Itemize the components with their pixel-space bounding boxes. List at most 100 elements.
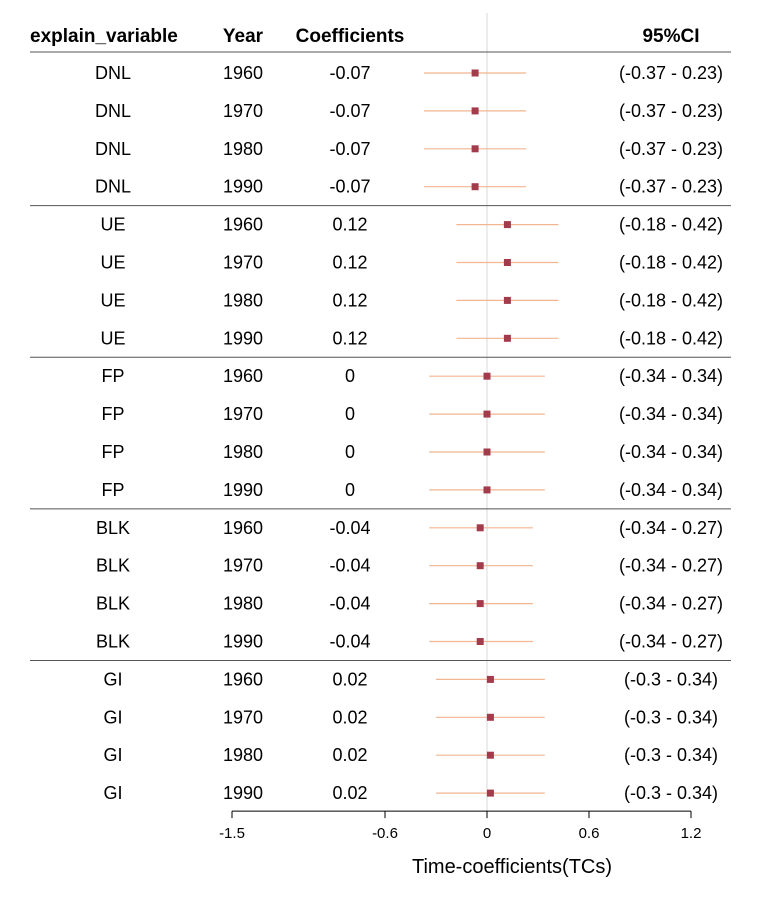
row-variable: DNL — [95, 101, 131, 121]
row-year: 1990 — [223, 177, 263, 197]
row-variable: UE — [100, 215, 125, 235]
table-row: DNL 1970 -0.07 (-0.37 - 0.23) — [95, 101, 723, 121]
x-axis-label: Time-coefficients(TCs) — [412, 856, 612, 878]
row-variable: FP — [101, 442, 124, 462]
row-variable: GI — [103, 745, 122, 765]
header-year: Year — [223, 26, 264, 47]
point-estimate — [486, 789, 494, 797]
point-estimate — [503, 334, 511, 342]
row-year: 1990 — [223, 783, 263, 803]
point-estimate — [503, 259, 511, 266]
row-ci-label: (-0.34 - 0.27) — [619, 556, 723, 576]
point-estimate — [476, 638, 484, 645]
row-year: 1980 — [223, 442, 263, 462]
row-year: 1980 — [223, 290, 263, 310]
x-axis: -1.5 -0.6 0 0.6 1.2 — [219, 810, 702, 842]
row-ci-label: (-0.37 - 0.23) — [619, 177, 723, 197]
point-estimate — [486, 675, 494, 683]
table-row: DNL 1960 -0.07 (-0.37 - 0.23) — [95, 63, 723, 83]
row-coefficient: -0.04 — [329, 594, 370, 614]
point-estimate — [503, 296, 511, 304]
row-year: 1960 — [223, 63, 263, 83]
point-estimate — [486, 713, 494, 721]
point-estimate — [483, 448, 491, 456]
row-ci-label: (-0.34 - 0.34) — [619, 480, 723, 500]
row-year: 1980 — [223, 594, 263, 614]
row-ci-label: (-0.18 - 0.42) — [619, 253, 723, 273]
x-tick-label: 0 — [483, 825, 491, 842]
point-estimate — [471, 107, 479, 115]
table-row: BLK 1970 -0.04 (-0.34 - 0.27) — [96, 556, 723, 576]
row-year: 1970 — [223, 101, 263, 121]
row-variable: BLK — [96, 632, 130, 652]
row-ci-label: (-0.37 - 0.23) — [619, 63, 723, 83]
row-ci-label: (-0.3 - 0.34) — [624, 783, 718, 803]
point-estimate — [471, 183, 479, 191]
point-estimate — [471, 69, 479, 77]
table-row: GI 1980 0.02 (-0.3 - 0.34) — [103, 745, 718, 765]
row-year: 1970 — [223, 253, 263, 273]
table-row: FP 1970 0 (-0.34 - 0.34) — [101, 404, 723, 424]
table-row: GI 1960 0.02 (-0.3 - 0.34) — [103, 669, 718, 689]
table-rows: DNL 1960 -0.07 (-0.37 - 0.23) DNL 1970 -0.07 (-… — [95, 63, 723, 803]
table-row: GI 1990 0.02 (-0.3 - 0.34) — [103, 783, 718, 803]
x-tick-label: 1.2 — [681, 825, 702, 842]
row-coefficient: 0 — [345, 480, 355, 500]
row-coefficient: 0.12 — [332, 253, 367, 273]
table-row: BLK 1960 -0.04 (-0.34 - 0.27) — [96, 518, 723, 538]
row-ci-label: (-0.3 - 0.34) — [624, 669, 718, 689]
row-variable: GI — [103, 669, 122, 689]
row-variable: UE — [100, 290, 125, 310]
row-year: 1990 — [223, 632, 263, 652]
row-variable: BLK — [96, 556, 130, 576]
row-ci-label: (-0.34 - 0.34) — [619, 442, 723, 462]
row-coefficient: -0.04 — [329, 518, 370, 538]
row-coefficient: -0.07 — [329, 139, 370, 159]
point-estimate — [483, 410, 491, 418]
x-tick-label: 0.6 — [579, 825, 600, 842]
table-row: UE 1970 0.12 (-0.18 - 0.42) — [100, 253, 723, 273]
row-variable: BLK — [96, 518, 130, 538]
row-coefficient: -0.07 — [329, 101, 370, 121]
table-row: BLK 1980 -0.04 (-0.34 - 0.27) — [96, 594, 723, 614]
table-row: FP 1980 0 (-0.34 - 0.34) — [101, 442, 723, 462]
row-coefficient: 0.12 — [332, 290, 367, 310]
table-row: UE 1980 0.12 (-0.18 - 0.42) — [100, 290, 723, 310]
point-estimate — [486, 751, 494, 759]
point-estimate — [476, 600, 484, 608]
row-coefficient: 0.02 — [332, 745, 367, 765]
row-year: 1960 — [223, 669, 263, 689]
header-ci: 95%CI — [642, 26, 699, 47]
row-ci-label: (-0.34 - 0.27) — [619, 518, 723, 538]
point-estimate — [476, 524, 484, 532]
table-row: DNL 1980 -0.07 (-0.37 - 0.23) — [95, 139, 723, 159]
point-estimate — [476, 562, 484, 570]
row-variable: DNL — [95, 139, 131, 159]
row-coefficient: -0.07 — [329, 177, 370, 197]
row-year: 1960 — [223, 518, 263, 538]
row-coefficient: -0.04 — [329, 556, 370, 576]
row-ci-label: (-0.34 - 0.34) — [619, 366, 723, 386]
row-year: 1960 — [223, 215, 263, 235]
x-tick-label: -1.5 — [219, 825, 245, 842]
row-variable: BLK — [96, 594, 130, 614]
row-coefficient: 0.02 — [332, 669, 367, 689]
row-variable: UE — [100, 253, 125, 273]
point-estimate — [483, 486, 491, 494]
group-separator-lines — [30, 51, 731, 661]
row-ci-label: (-0.18 - 0.42) — [619, 328, 723, 348]
row-ci-label: (-0.34 - 0.27) — [619, 594, 723, 614]
row-coefficient: -0.07 — [329, 63, 370, 83]
point-estimate — [503, 221, 511, 229]
header-coefficients: Coefficients — [296, 26, 405, 47]
table-row: UE 1990 0.12 (-0.18 - 0.42) — [100, 328, 723, 348]
row-year: 1980 — [223, 745, 263, 765]
row-ci-label: (-0.3 - 0.34) — [624, 745, 718, 765]
point-estimate — [483, 372, 491, 380]
row-variable: GI — [103, 783, 122, 803]
row-year: 1980 — [223, 139, 263, 159]
row-year: 1990 — [223, 480, 263, 500]
row-year: 1970 — [223, 404, 263, 424]
row-ci-label: (-0.34 - 0.34) — [619, 404, 723, 424]
